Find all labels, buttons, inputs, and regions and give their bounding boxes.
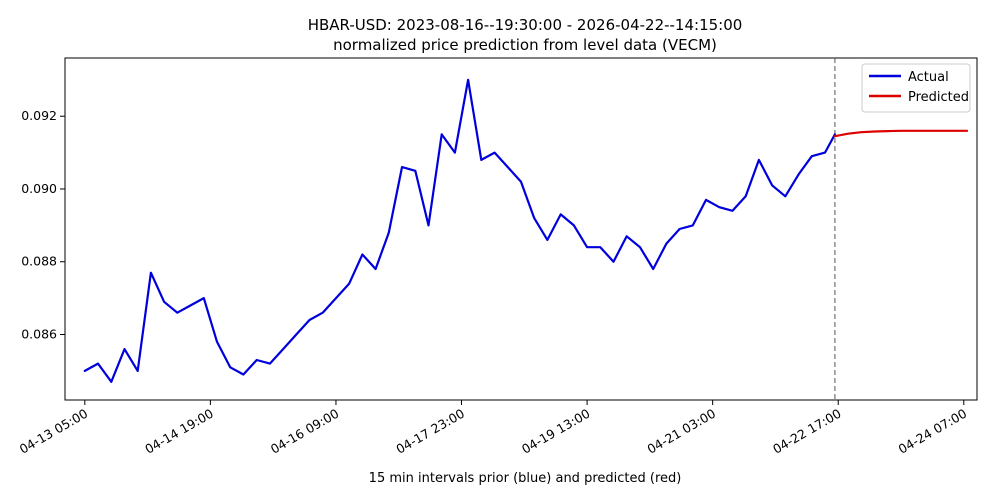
x-axis: 04-13 05:00 04-14 19:00 04-16 09:00 04-17 2… (17, 400, 970, 457)
x-tick-label: 04-14 19:00 (142, 406, 216, 457)
x-tick-label: 04-22 17:00 (770, 406, 844, 457)
y-tick-label: 0.092 (21, 108, 57, 123)
x-tick-label: 04-19 13:00 (519, 406, 593, 457)
legend: Actual Predicted (861, 63, 971, 113)
x-tick-label: 04-24 07:00 (896, 406, 970, 457)
x-axis-label: 15 min intervals prior (blue) and predic… (369, 471, 682, 486)
x-tick-label: 04-16 09:00 (268, 406, 342, 457)
y-axis: 0.086 0.088 0.090 0.092 (21, 108, 65, 342)
legend-label-predicted: Predicted (908, 90, 969, 105)
legend-label-actual: Actual (908, 70, 949, 85)
series-layer (83, 78, 969, 383)
plot-frame (64, 57, 978, 401)
x-tick-label: 04-21 03:00 (645, 406, 719, 457)
chart-title: HBAR-USD: 2023-08-16--19:30:00 - 2026-04… (308, 16, 743, 34)
series-line-actual (83, 78, 837, 383)
series-line-predicted (833, 129, 969, 138)
y-tick-label: 0.088 (21, 254, 57, 269)
chart-subtitle: normalized price prediction from level d… (333, 36, 717, 54)
x-tick-label: 04-17 23:00 (393, 406, 467, 457)
y-tick-label: 0.090 (21, 181, 57, 196)
y-tick-label: 0.086 (21, 327, 57, 342)
x-tick-label: 04-13 05:00 (17, 406, 91, 457)
